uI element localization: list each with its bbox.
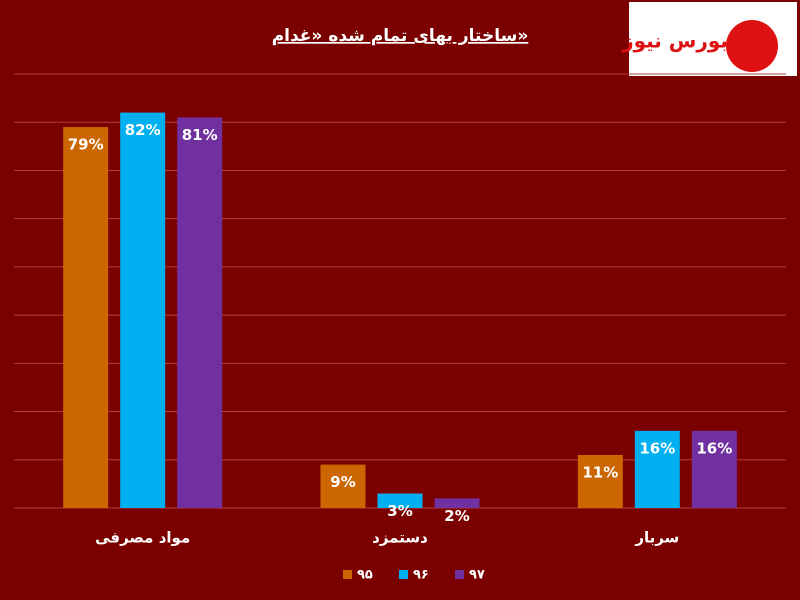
- value-label: 81%: [182, 126, 218, 144]
- chart-title: ساختار بهای تمام شده «غدام»: [272, 26, 529, 46]
- legend-swatch: [399, 570, 408, 579]
- bar: [63, 127, 109, 509]
- bar: [120, 112, 166, 509]
- legend-label: ۹۶: [413, 568, 429, 583]
- bar: [434, 498, 480, 508]
- bar: [634, 430, 680, 508]
- bar: [691, 430, 737, 508]
- value-label: 82%: [125, 121, 161, 139]
- value-label: 11%: [582, 463, 618, 481]
- value-label: 16%: [639, 439, 675, 457]
- legend-swatch: [455, 570, 464, 579]
- bar: [577, 454, 623, 508]
- x-tick-label: سربار: [634, 529, 679, 547]
- bar: [320, 464, 366, 508]
- value-label: 16%: [696, 439, 732, 457]
- logo-icon: [726, 20, 778, 72]
- bar: [377, 493, 423, 508]
- legend-label: ۹۷: [469, 568, 485, 583]
- legend-swatch: [343, 570, 352, 579]
- logo-text: بورس نیوز: [621, 29, 728, 53]
- bar: [177, 117, 223, 509]
- x-tick-label: دستمزد: [372, 529, 428, 547]
- value-label: 79%: [68, 136, 104, 154]
- value-label: 2%: [444, 507, 469, 525]
- value-label: 3%: [387, 502, 412, 520]
- value-label: 9%: [330, 473, 355, 491]
- logo: بورس نیوز: [621, 2, 797, 76]
- legend-label: ۹۵: [357, 568, 373, 583]
- x-tick-label: مواد مصرفی: [95, 529, 190, 547]
